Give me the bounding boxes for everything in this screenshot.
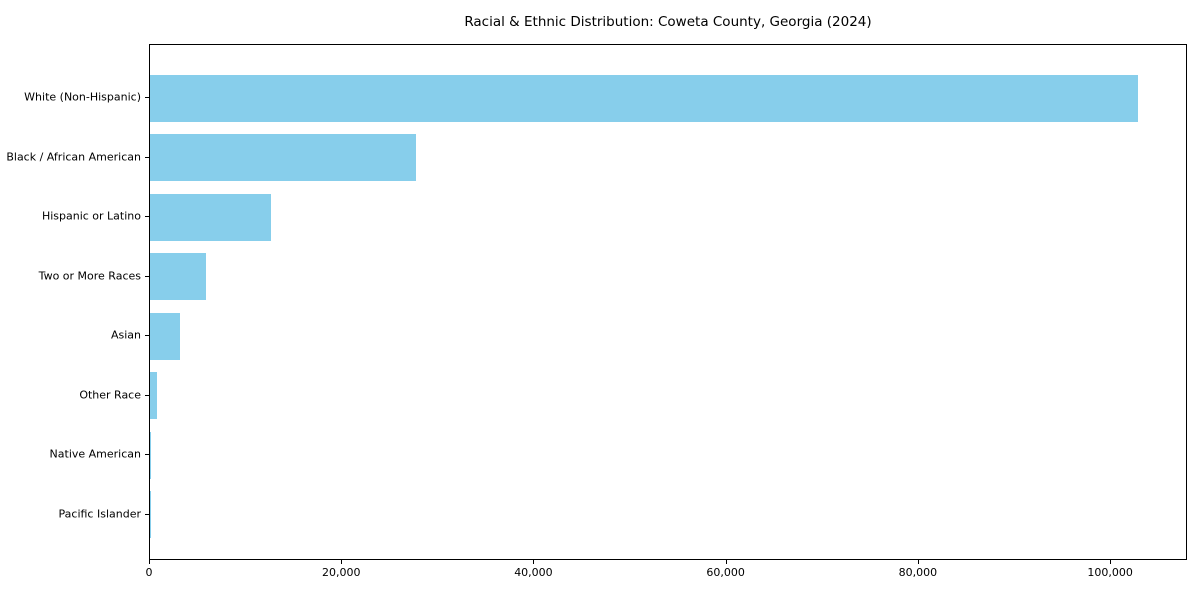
bar-two-or-more-races: [150, 253, 206, 301]
x-tick-0: [149, 560, 150, 564]
x-tick-label-100000: 100,000: [1087, 566, 1133, 579]
plot-area: [149, 44, 1187, 560]
y-axis-label-hispanic-or-latino: Hispanic or Latino: [41, 209, 141, 223]
x-tick-40000: [533, 560, 535, 564]
y-axis-label-other-race: Other Race: [79, 388, 141, 402]
x-tick-60000: [725, 560, 727, 564]
x-tick-80000: [917, 560, 919, 564]
y-axis-label-black-african-american: Black / African American: [6, 150, 141, 164]
y-tick-hispanic-or-latino: [145, 216, 149, 218]
y-axis-label-pacific-islander: Pacific Islander: [58, 507, 141, 521]
y-tick-white-non-hispanic: [145, 97, 149, 98]
bar-white-non-hispanic: [150, 74, 1139, 122]
x-tick-20000: [341, 560, 343, 564]
y-tick-other-race: [145, 394, 149, 396]
bar-hispanic-or-latino: [150, 193, 272, 241]
y-tick-two-or-more-races: [145, 275, 149, 277]
chart-title: Racial & Ethnic Distribution: Coweta Cou…: [464, 14, 872, 30]
bar-native-american: [150, 431, 152, 479]
x-tick-label-0: 0: [145, 566, 153, 579]
x-tick-label-40000: 40,000: [514, 566, 553, 579]
x-tick-label-20000: 20,000: [321, 566, 361, 579]
bar-black-african-american: [150, 134, 417, 182]
y-axis-label-two-or-more-races: Two or More Races: [38, 269, 141, 283]
y-axis-label-asian: Asian: [110, 328, 141, 342]
y-tick-pacific-islander: [145, 513, 149, 515]
bar-other-race: [150, 372, 158, 420]
y-axis-label-native-american: Native American: [49, 447, 141, 461]
bar-asian: [150, 312, 180, 360]
y-tick-asian: [145, 335, 149, 337]
x-tick-100000: [1110, 560, 1112, 564]
y-tick-black-african-american: [145, 156, 149, 158]
x-tick-label-60000: 60,000: [706, 566, 745, 579]
y-tick-native-american: [145, 454, 149, 456]
x-tick-label-80000: 80,000: [898, 566, 938, 579]
y-axis-label-white-non-hispanic: White (Non-Hispanic): [24, 90, 141, 104]
